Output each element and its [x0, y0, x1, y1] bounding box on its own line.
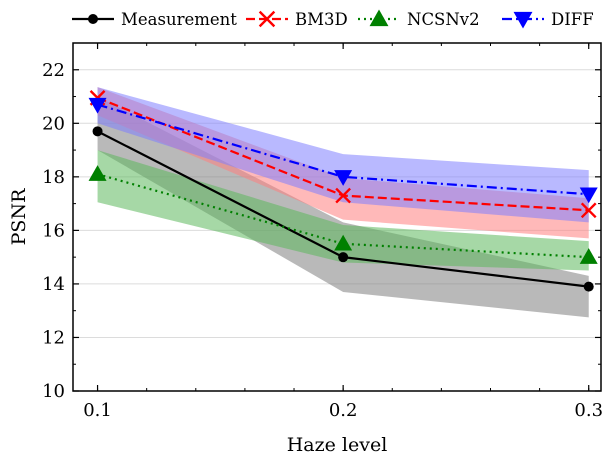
- y-axis: 10 12 14 16 18 20 22: [42, 60, 601, 402]
- legend-label-ncsnv2: NCSNv2: [407, 10, 480, 29]
- legend-label-bm3d: BM3D: [295, 10, 348, 29]
- legend-marker-diff: [513, 11, 533, 29]
- y-tick-label: 16: [42, 220, 65, 241]
- ncsnv2-band: [97, 150, 589, 271]
- x-axis-label: Haze level: [287, 434, 388, 456]
- legend-marker-ncsnv2: [369, 9, 389, 27]
- diff-point: [88, 97, 107, 114]
- ncsnv2-point: [334, 234, 353, 251]
- y-tick-label: 12: [42, 327, 65, 348]
- diff-point: [334, 170, 353, 186]
- y-tick-label: 14: [42, 274, 65, 295]
- y-tick-label: 20: [42, 113, 65, 134]
- legend-label-measurement: Measurement: [121, 10, 237, 29]
- ncsnv2-point: [579, 248, 598, 264]
- error-bands: [97, 87, 589, 318]
- diff-band: [97, 87, 589, 223]
- x-tick-label: 0.2: [329, 400, 358, 421]
- series-markers: [88, 90, 598, 292]
- legend: Measurement BM3D NCSNv2 DIFF: [72, 9, 594, 29]
- x-axis: 0.1 0.2 0.3: [83, 43, 603, 421]
- measurement-point: [583, 281, 594, 292]
- measurement-point: [92, 126, 103, 137]
- x-tick-label: 0.1: [83, 400, 112, 421]
- y-tick-label: 10: [42, 381, 65, 402]
- plot-frame: [72, 42, 602, 392]
- bm3d-point: [580, 202, 597, 219]
- y-axis-label: PSNR: [8, 188, 30, 245]
- x-tick-label: 0.3: [574, 400, 603, 421]
- ncsnv2-line: [97, 173, 589, 259]
- legend-marker-bm3d: [258, 10, 276, 28]
- y-tick-label: 18: [42, 167, 65, 188]
- diff-point: [579, 187, 598, 204]
- bm3d-point: [335, 187, 351, 204]
- y-tick-label: 22: [42, 60, 65, 81]
- measurement-point: [338, 252, 349, 263]
- legend-marker-measurement: [88, 14, 98, 24]
- legend-label-diff: DIFF: [551, 10, 594, 29]
- ncsnv2-point: [88, 165, 107, 181]
